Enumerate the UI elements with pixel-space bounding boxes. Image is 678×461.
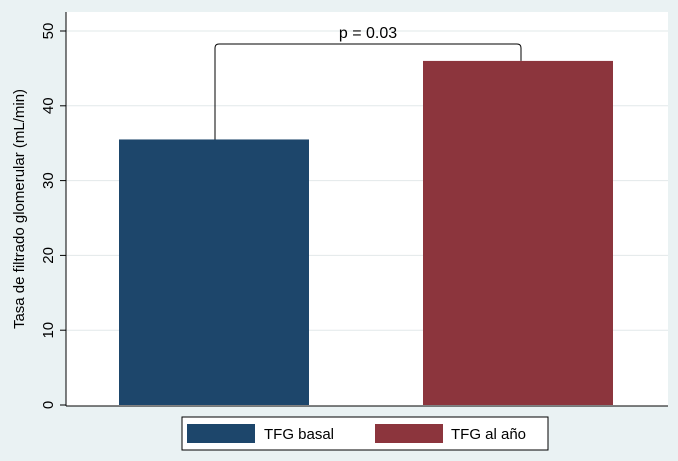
- legend: TFG basal TFG al año: [181, 416, 549, 451]
- p-value-annotation: p = 0.03: [339, 25, 397, 42]
- bar-2: [423, 60, 613, 406]
- bars: [119, 60, 613, 406]
- bar-1: [119, 139, 309, 405]
- y-tick-label: 40: [40, 97, 57, 114]
- legend-swatch-2: [375, 424, 443, 443]
- legend-swatch-1: [187, 424, 255, 443]
- y-tick-label: 30: [40, 172, 57, 189]
- y-tick-label: 10: [40, 322, 57, 339]
- significance-bracket: p = 0.03: [214, 25, 522, 140]
- y-tick-label: 50: [40, 23, 57, 40]
- bracket-line: [214, 43, 522, 140]
- y-axis: 0 10 20 30 40 50: [40, 12, 67, 409]
- legend-label-2: TFG al año: [451, 426, 526, 443]
- y-tick-label: 20: [40, 247, 57, 264]
- y-tick-label: 0: [40, 401, 57, 409]
- y-axis-title: Tasa de filtrado glomerular (mL/min): [11, 89, 28, 329]
- legend-label-1: TFG basal: [264, 426, 334, 443]
